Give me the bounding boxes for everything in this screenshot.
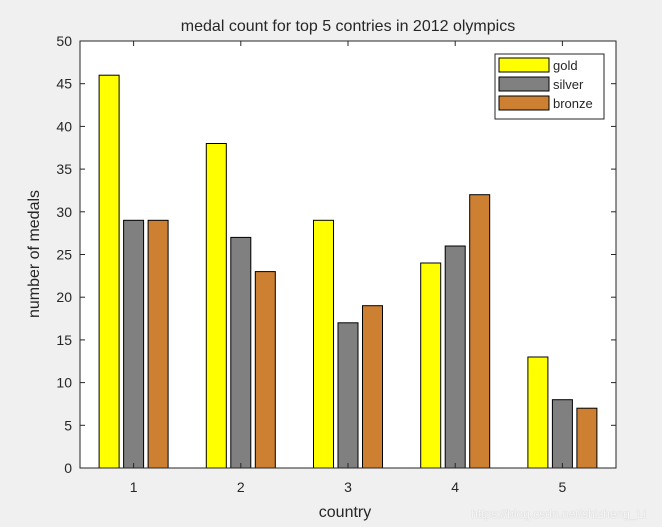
y-tick-label: 25 — [56, 247, 72, 263]
legend-label-silver: silver — [553, 77, 584, 92]
bar-silver-country-4 — [444, 245, 466, 469]
y-tick-label: 15 — [56, 332, 72, 348]
y-tick-label: 20 — [56, 289, 72, 305]
x-axis-label: country — [319, 504, 371, 521]
bar-gold-country-4 — [420, 262, 442, 469]
bar-gold-country-3 — [313, 219, 334, 469]
x-tick-label: 5 — [559, 479, 567, 495]
legend-swatch-silver — [498, 76, 550, 92]
y-tick-label: 10 — [56, 375, 72, 391]
bar-silver-country-2 — [230, 236, 252, 469]
bar-bronze-country-4 — [469, 194, 491, 469]
y-tick-label: 35 — [56, 161, 72, 177]
watermark-text: https://blog.csdn.net/shizheng_Li — [471, 507, 646, 521]
y-tick-label: 30 — [56, 204, 72, 220]
y-tick-label: 0 — [64, 460, 72, 476]
bar-bronze-country-5 — [576, 407, 598, 469]
x-tick-label: 2 — [237, 479, 245, 495]
bar-gold-country-5 — [527, 356, 549, 469]
axes-box — [79, 40, 617, 469]
bar-bronze-country-1 — [147, 219, 169, 469]
bar-bronze-country-3 — [362, 305, 383, 469]
chart-title: medal count for top 5 contries in 2012 o… — [181, 18, 515, 35]
x-tick-label: 1 — [130, 479, 138, 495]
bar-silver-country-5 — [551, 399, 573, 469]
legend-swatch-gold — [498, 57, 550, 73]
bar-gold-country-1 — [98, 74, 120, 469]
y-axis-label: number of medals — [26, 190, 43, 318]
bar-silver-country-1 — [123, 219, 145, 469]
bar-gold-country-2 — [205, 143, 227, 469]
legend: gold silver bronze — [494, 53, 605, 120]
y-tick-label: 5 — [64, 417, 72, 433]
bars-layer — [98, 74, 598, 469]
bar-silver-country-3 — [337, 322, 359, 469]
legend-swatch-bronze — [498, 95, 550, 111]
legend-label-gold: gold — [553, 58, 578, 73]
x-tick-label: 4 — [451, 479, 459, 495]
y-tick-label: 45 — [56, 76, 72, 92]
legend-label-bronze: bronze — [553, 96, 593, 111]
y-tick-label: 50 — [56, 33, 72, 49]
y-tick-label: 40 — [56, 118, 72, 134]
x-tick-label: 3 — [344, 479, 352, 495]
bar-bronze-country-2 — [254, 271, 276, 469]
